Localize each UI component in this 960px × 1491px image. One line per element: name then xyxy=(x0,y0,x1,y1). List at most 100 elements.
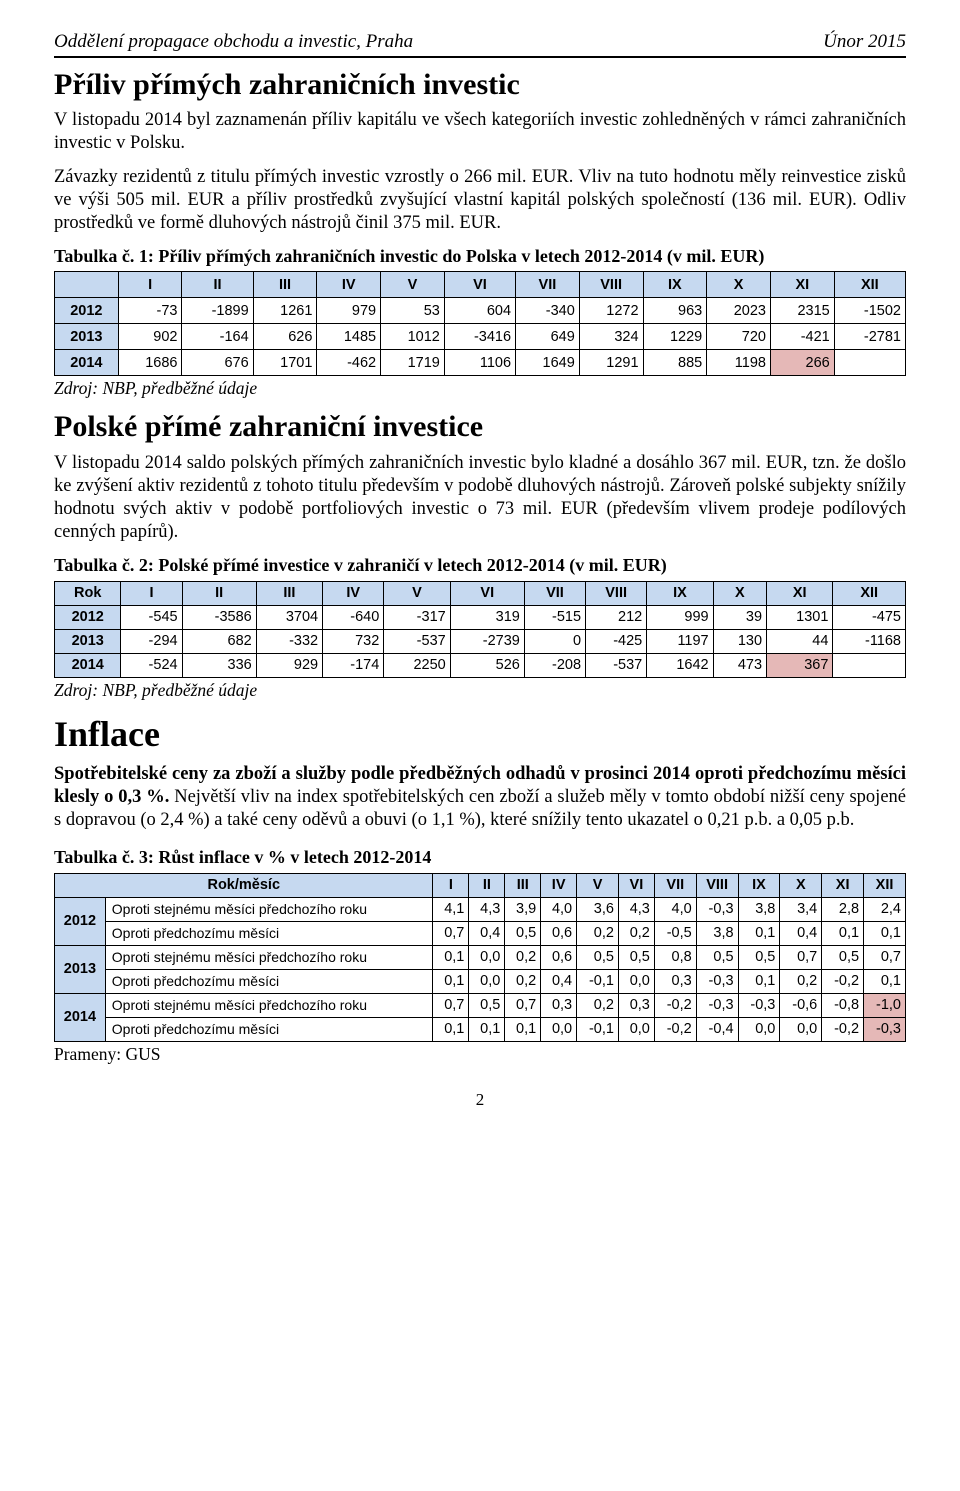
table-3-cell: 0,7 xyxy=(433,993,469,1017)
table-2-col-VI: VI xyxy=(450,581,524,605)
table-3-cell: 3,4 xyxy=(780,897,822,921)
table-3-cell: 3,8 xyxy=(696,921,738,945)
table-3-col-V: V xyxy=(577,873,619,897)
header-right: Únor 2015 xyxy=(823,30,906,54)
table-2-col-X: X xyxy=(713,581,766,605)
table-1-cell: 963 xyxy=(643,298,707,324)
table-2-col-VII: VII xyxy=(524,581,585,605)
section-2-title: Polské přímé zahraniční investice xyxy=(54,408,906,446)
table-3-cell: 3,8 xyxy=(738,897,780,921)
table-3-cell: 0,7 xyxy=(505,993,541,1017)
table-1-year-2012: 2012 xyxy=(55,298,119,324)
table-3-cell: -0,3 xyxy=(864,1017,906,1041)
table-2-cell: -515 xyxy=(524,605,585,629)
table-2-cell: 473 xyxy=(713,653,766,677)
table-1-cell: 1198 xyxy=(707,350,771,376)
table-3-cell: -0,8 xyxy=(822,993,864,1017)
table-1-cell: 2315 xyxy=(770,298,834,324)
table-3-cell: 4,0 xyxy=(654,897,696,921)
table-1-col-IX: IX xyxy=(643,272,707,298)
table-3-cell: 4,0 xyxy=(541,897,577,921)
table-3-source: Prameny: GUS xyxy=(54,1044,906,1066)
table-2-cell: 3704 xyxy=(256,605,322,629)
table-3-cell: 0,6 xyxy=(541,921,577,945)
table-3-year-2012: 2012 xyxy=(55,897,106,945)
table-3-cell: 0,1 xyxy=(469,1017,505,1041)
table-1-cell: -1502 xyxy=(834,298,905,324)
table-2-cell: -208 xyxy=(524,653,585,677)
table-2-cell: -317 xyxy=(384,605,450,629)
table-2-cell: -174 xyxy=(323,653,384,677)
table-1-cell: 1686 xyxy=(118,350,182,376)
header-left: Oddělení propagace obchodu a investic, P… xyxy=(54,30,413,54)
section-1-title: Příliv přímých zahraničních investic xyxy=(54,66,906,104)
table-1-cell: 1261 xyxy=(253,298,317,324)
table-3-cell: 2,4 xyxy=(864,897,906,921)
table-3-col-XII: XII xyxy=(864,873,906,897)
table-2-cell: -1168 xyxy=(833,629,906,653)
table-3-cell: 2,8 xyxy=(822,897,864,921)
table-2-cell: -332 xyxy=(256,629,322,653)
table-1-col-VII: VII xyxy=(516,272,580,298)
table-2-cell: 367 xyxy=(767,653,833,677)
section-2-para-1: V listopadu 2014 saldo polských přímých … xyxy=(54,452,906,545)
table-2-cell: -2739 xyxy=(450,629,524,653)
table-3-year-2014: 2014 xyxy=(55,993,106,1041)
table-2-cell: 1301 xyxy=(767,605,833,629)
table-1-cell: 1229 xyxy=(643,324,707,350)
table-1-cell: -462 xyxy=(317,350,381,376)
section-3-para-1: Spotřebitelské ceny za zboží a služby po… xyxy=(54,763,906,832)
table-1-cell: -73 xyxy=(118,298,182,324)
table-2-cell: -294 xyxy=(121,629,182,653)
table-3-cell: 0,0 xyxy=(618,1017,654,1041)
table-1-corner xyxy=(55,272,119,298)
table-1-cell: 1106 xyxy=(444,350,515,376)
table-3-cell: 0,1 xyxy=(505,1017,541,1041)
table-1-cell: 1701 xyxy=(253,350,317,376)
table-1-cell: 649 xyxy=(516,324,580,350)
table-3-cell: 0,2 xyxy=(780,969,822,993)
table-3-cell: 0,0 xyxy=(780,1017,822,1041)
table-3-caption: Tabulka č. 3: Růst inflace v % v letech … xyxy=(54,846,906,869)
table-3-cell: -0,1 xyxy=(577,1017,619,1041)
table-1-col-I: I xyxy=(118,272,182,298)
table-3-cell: 0,0 xyxy=(541,1017,577,1041)
section-3-title: Inflace xyxy=(54,712,906,757)
table-3-cell: 0,5 xyxy=(738,945,780,969)
table-2-cell: -425 xyxy=(586,629,647,653)
table-1: IIIIIIIVVVIVIIVIIIIXXXIXII2012-73-189912… xyxy=(54,271,906,376)
table-3-rowlabel-b: Oproti předchozímu měsíci xyxy=(105,921,433,945)
table-3-cell: 0,5 xyxy=(822,945,864,969)
table-2-cell: 682 xyxy=(182,629,256,653)
table-2-col-XII: XII xyxy=(833,581,906,605)
table-1-col-V: V xyxy=(381,272,445,298)
table-3-cell: -0,2 xyxy=(822,1017,864,1041)
table-2-cell: 2250 xyxy=(384,653,450,677)
table-2-cell: 39 xyxy=(713,605,766,629)
table-2-source: Zdroj: NBP, předběžné údaje xyxy=(54,680,906,702)
table-1-cell: 53 xyxy=(381,298,445,324)
table-3: Rok/měsícIIIIIIIVVVIVIIVIIIIXXXIXII2012O… xyxy=(54,873,906,1042)
table-1-col-XII: XII xyxy=(834,272,905,298)
table-1-cell: 979 xyxy=(317,298,381,324)
table-3-cell: -0,4 xyxy=(696,1017,738,1041)
table-2: RokIIIIIIIVVVIVIIVIIIIXXXIXII2012-545-35… xyxy=(54,581,906,678)
table-2-cell: 319 xyxy=(450,605,524,629)
table-3-cell: -0,5 xyxy=(654,921,696,945)
table-1-cell xyxy=(834,350,905,376)
table-3-cell: 0,5 xyxy=(696,945,738,969)
table-1-source: Zdroj: NBP, předběžné údaje xyxy=(54,378,906,400)
table-3-rowlabel-a: Oproti stejnému měsíci předchozího roku xyxy=(105,945,433,969)
table-2-cell: 929 xyxy=(256,653,322,677)
table-3-cell: 0,3 xyxy=(541,993,577,1017)
table-2-col-XI: XI xyxy=(767,581,833,605)
table-1-cell: 324 xyxy=(579,324,643,350)
table-2-cell: 526 xyxy=(450,653,524,677)
table-3-cell: -0,2 xyxy=(654,993,696,1017)
table-3-cell: 0,5 xyxy=(577,945,619,969)
table-3-cell: 0,4 xyxy=(780,921,822,945)
table-1-cell: -1899 xyxy=(182,298,253,324)
table-2-cell: -537 xyxy=(384,629,450,653)
table-2-year-2013: 2013 xyxy=(55,629,121,653)
table-1-cell: 626 xyxy=(253,324,317,350)
